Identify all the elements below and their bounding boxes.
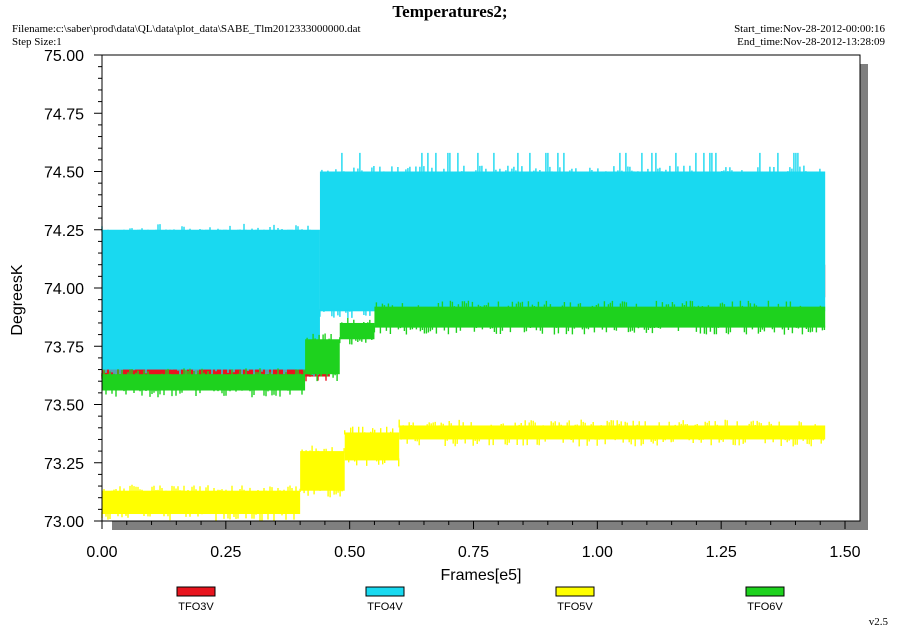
y-tick-label: 73.50 (44, 398, 84, 415)
legend-swatch-tfo3v (176, 586, 216, 597)
series-noise (373, 300, 826, 335)
x-tick-label: 1.00 (582, 544, 613, 561)
y-tick-label: 74.00 (44, 281, 84, 298)
series-band (300, 451, 345, 491)
legend-label-tfo3v: TFO3V (178, 601, 214, 613)
series-band (374, 306, 826, 328)
end-time-label: End_time:Nov-28-2012-13:28:09 (737, 36, 885, 48)
y-tick-label: 73.75 (44, 339, 84, 356)
y-tick-label: 74.25 (44, 223, 84, 240)
y-tick-label: 75.00 (44, 48, 84, 65)
series-tfo6v (101, 300, 826, 398)
y-tick-label: 73.00 (44, 514, 84, 531)
filename-label: Filename:c:\saber\prod\data\QL\data\plot… (12, 23, 361, 35)
legend-label-tfo6v: TFO6V (747, 601, 783, 613)
x-tick-label: 0.25 (210, 544, 241, 561)
x-tick-label: 0.00 (86, 544, 117, 561)
legend: TFO3V TFO4V TFO5V TFO6V (176, 586, 785, 613)
x-tick-label: 1.50 (829, 544, 860, 561)
y-tick-label: 73.25 (44, 456, 84, 473)
series-band (399, 425, 826, 440)
series-noise (344, 426, 400, 467)
series-band (102, 229, 320, 370)
legend-label-tfo4v: TFO4V (367, 601, 403, 613)
start-time-label: Start_time:Nov-28-2012-00:00:16 (734, 23, 885, 35)
series-band (102, 490, 301, 515)
y-tick-label: 74.75 (44, 106, 84, 123)
series-band (339, 322, 375, 340)
series-noise (398, 419, 824, 447)
step-size-label: Step Size:1 (12, 36, 62, 48)
legend-swatch-tfo5v (555, 586, 595, 597)
series-band (305, 339, 340, 375)
series-noise (299, 445, 345, 498)
series-noise (339, 318, 373, 345)
legend-swatch-tfo6v (745, 586, 785, 597)
x-tick-label: 0.75 (458, 544, 489, 561)
series-noise (304, 333, 338, 382)
legend-label-tfo5v: TFO5V (557, 601, 593, 613)
series-band (319, 171, 826, 312)
x-tick-label: 1.25 (706, 544, 737, 561)
x-tick-label: 0.50 (334, 544, 365, 561)
axis-layer: 0.00 0.25 0.50 0.75 1.00 1.25 1.50 73.00 73.25 73… (44, 48, 861, 561)
series-layer (101, 152, 826, 521)
legend-swatch-tfo4v (365, 586, 405, 597)
chart-title: Temperatures2; (392, 2, 508, 21)
version-label: v2.5 (868, 616, 888, 628)
x-axis-title: Frames[e5] (441, 567, 522, 584)
series-band (102, 374, 306, 391)
y-axis-title: DegreesK (9, 264, 26, 335)
series-tfo4v (101, 152, 826, 377)
series-band (344, 432, 400, 461)
y-tick-label: 74.50 (44, 165, 84, 182)
series-tfo5v (101, 419, 826, 521)
